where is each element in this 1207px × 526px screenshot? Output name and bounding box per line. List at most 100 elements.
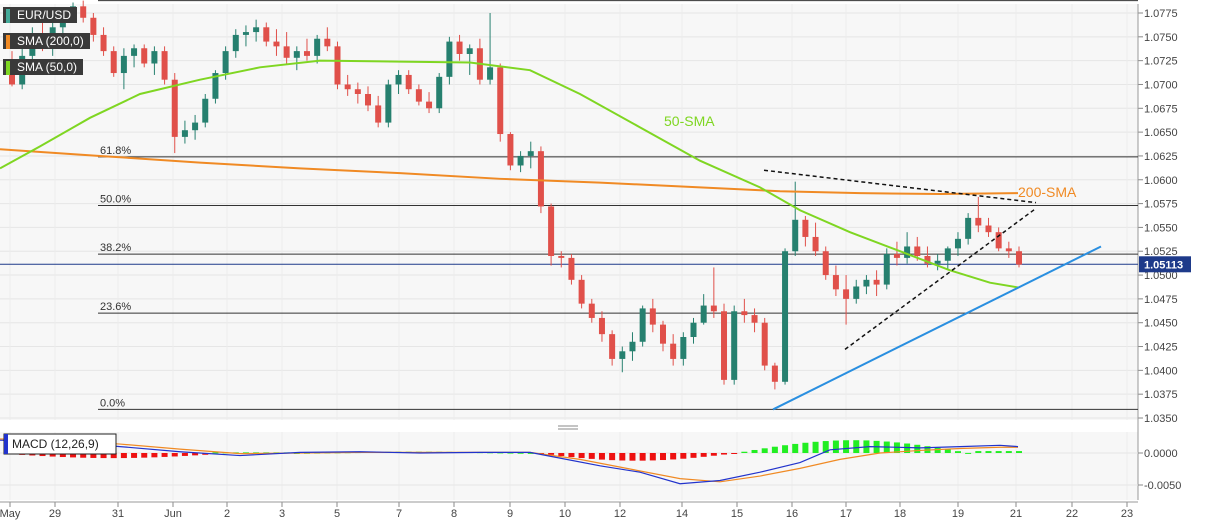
candle-body — [334, 46, 341, 85]
candle-body — [771, 365, 778, 382]
macd-histogram-bar — [242, 452, 249, 454]
candle-body — [90, 17, 97, 35]
candle-body — [1016, 251, 1022, 265]
candle-body — [893, 254, 900, 258]
price-tick-label: 1.0725 — [1144, 56, 1178, 68]
time-tick-label: 31 — [112, 508, 124, 520]
macd-line — [0, 439, 1019, 485]
candle-body — [721, 311, 728, 380]
candle-body — [283, 46, 290, 58]
macd-histogram-bar — [629, 453, 636, 461]
time-tick-label: 16 — [786, 508, 798, 520]
time-tick-label: 19 — [952, 508, 964, 520]
macd-histogram-bar — [639, 453, 646, 461]
price-tick-label: 1.0625 — [1144, 151, 1178, 163]
fib-level-label: 23.6% — [100, 301, 131, 313]
macd-histogram-bar — [690, 453, 697, 458]
candle-body — [497, 67, 504, 135]
candle-body — [761, 322, 768, 366]
price-tick-label: 1.0575 — [1144, 199, 1178, 211]
time-tick-label: 29 — [49, 508, 61, 520]
macd-histogram-bar — [822, 441, 829, 453]
macd-histogram-bar — [70, 453, 77, 458]
candle-body — [436, 76, 443, 109]
macd-histogram-bar — [914, 444, 921, 453]
sma200-swatch — [6, 35, 10, 49]
candle-body — [548, 206, 555, 256]
macd-histogram-bar — [761, 448, 768, 453]
macd-histogram — [9, 440, 1022, 461]
candle-body — [100, 34, 107, 52]
candle-body — [212, 73, 219, 99]
time-tick-label: 22 — [1066, 508, 1078, 520]
price-tick-label: 1.0600 — [1144, 175, 1178, 187]
macd-label-swatch — [4, 434, 8, 454]
triangle-upper-line — [763, 169, 1037, 204]
candle-body — [792, 219, 799, 252]
symbol-label: EUR/USD — [17, 8, 72, 22]
macd-label: MACD (12,26,9) — [12, 437, 99, 451]
candle-body — [914, 246, 921, 256]
candle-body — [192, 122, 199, 131]
candle-body — [293, 51, 300, 58]
candle-body — [588, 303, 595, 318]
candle-body — [253, 27, 260, 33]
macd-histogram-bar — [782, 445, 789, 453]
candle-body — [690, 322, 697, 337]
candle-body — [904, 246, 911, 258]
candle-body — [456, 41, 463, 54]
candle-body — [314, 38, 321, 56]
macd-histogram-bar — [253, 452, 260, 454]
candle-body — [985, 225, 992, 233]
macd-histogram-bar — [832, 440, 839, 453]
candle-body — [385, 84, 392, 123]
candle-body — [120, 55, 127, 74]
last-price-label: 1.05113 — [1144, 259, 1183, 271]
macd-histogram-bar — [741, 451, 748, 453]
triangle-lower-line — [844, 207, 1037, 350]
price-tick-label: 1.0550 — [1144, 222, 1178, 234]
candle-body — [487, 67, 494, 80]
candle-body — [365, 94, 372, 106]
macd-histogram-bar — [751, 449, 758, 453]
candle-body — [822, 251, 829, 276]
candle-body — [700, 305, 707, 323]
candle-body — [558, 256, 565, 258]
candle-body — [1005, 248, 1012, 252]
candle-body — [680, 337, 687, 359]
candle-body — [80, 6, 87, 18]
macd-histogram-bar — [721, 453, 728, 455]
price-tick-label: 1.0500 — [1144, 270, 1178, 282]
macd-histogram-bar — [710, 453, 717, 456]
macd-histogram-bar — [578, 453, 585, 459]
sma50-swatch — [6, 61, 10, 75]
last-price-tag — [1139, 256, 1191, 273]
candle-body — [375, 105, 382, 123]
symbol-legend[interactable]: EUR/USD — [3, 7, 78, 23]
macd-histogram-bar — [659, 453, 666, 461]
macd-tick-label: 0.0000 — [1144, 448, 1178, 460]
candle-body — [659, 324, 666, 344]
time-tick-label: 14 — [676, 508, 688, 520]
price-tick-label: 1.0350 — [1144, 413, 1178, 425]
macd-pane-bg — [0, 432, 1138, 500]
sma50-legend[interactable]: SMA (50,0) — [3, 59, 84, 75]
candle-body — [242, 32, 249, 35]
candle-body — [466, 48, 473, 54]
candle-body — [934, 260, 941, 264]
macd-histogram-bar — [598, 453, 605, 460]
macd-histogram-bar — [649, 453, 656, 461]
macd-histogram-bar — [944, 449, 951, 453]
candle-body — [222, 51, 229, 74]
fib-level-label: 100.0% — [100, 0, 138, 1]
candle-body — [344, 84, 351, 90]
macd-histogram-bar — [100, 453, 107, 459]
macd-histogram-bar — [59, 453, 66, 458]
fib-level-label: 50.0% — [100, 193, 131, 205]
sma200-legend[interactable]: SMA (200,0) — [3, 33, 90, 49]
candle-body — [995, 232, 1002, 249]
fib-level-label: 0.0% — [100, 397, 125, 409]
candle-body — [873, 279, 880, 285]
macd-histogram-bar — [161, 453, 168, 457]
